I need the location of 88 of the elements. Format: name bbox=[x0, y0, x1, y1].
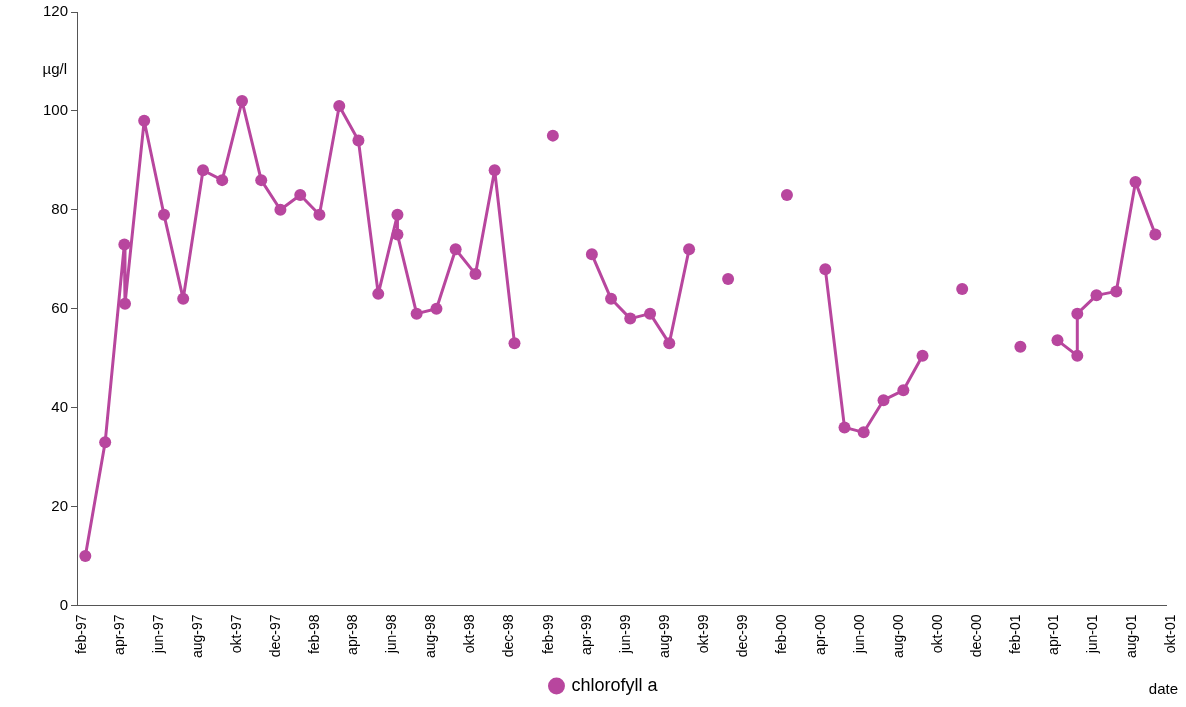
x-tick-label: apr-97 bbox=[110, 614, 127, 655]
x-tick-label: apr-01 bbox=[1045, 614, 1062, 655]
x-tick-label: apr-99 bbox=[577, 614, 594, 655]
point bbox=[1014, 340, 1027, 353]
point bbox=[1051, 334, 1064, 347]
x-tick-label: jun-01 bbox=[1084, 614, 1101, 655]
point bbox=[197, 164, 210, 177]
point bbox=[1071, 349, 1084, 362]
point bbox=[1110, 285, 1123, 298]
point bbox=[138, 114, 151, 127]
point bbox=[663, 337, 676, 350]
point bbox=[916, 349, 929, 362]
y-tick-label: 80 bbox=[51, 199, 69, 217]
point bbox=[118, 297, 131, 310]
y-tick-label: 20 bbox=[51, 496, 69, 514]
point bbox=[1129, 176, 1142, 189]
point bbox=[605, 292, 618, 305]
point bbox=[372, 287, 385, 300]
point bbox=[449, 243, 462, 256]
point bbox=[216, 174, 229, 187]
x-tick-label: aug-00 bbox=[889, 614, 906, 658]
point bbox=[722, 273, 735, 286]
x-tick-label: jun-97 bbox=[149, 614, 166, 655]
point bbox=[274, 203, 287, 216]
point bbox=[177, 292, 190, 305]
x-tick-label: feb-97 bbox=[72, 614, 89, 655]
point bbox=[877, 394, 890, 407]
x-tick-label: dec-00 bbox=[967, 614, 984, 658]
point bbox=[780, 188, 793, 201]
x-axis-title: date bbox=[1148, 679, 1178, 697]
x-tick-label: feb-99 bbox=[539, 614, 556, 655]
point bbox=[546, 129, 559, 142]
point bbox=[488, 164, 501, 177]
point bbox=[624, 312, 637, 325]
point bbox=[391, 228, 404, 241]
point bbox=[897, 384, 910, 397]
point bbox=[683, 243, 696, 256]
point bbox=[352, 134, 365, 147]
x-tick-label: okt-00 bbox=[928, 614, 945, 654]
x-tick-label: aug-98 bbox=[422, 614, 439, 658]
x-tick-label: apr-00 bbox=[811, 614, 828, 655]
x-tick-label: okt-98 bbox=[461, 614, 478, 654]
x-tick-label: aug-01 bbox=[1123, 614, 1140, 658]
point bbox=[1071, 307, 1084, 320]
point bbox=[99, 436, 112, 449]
x-tick-label: okt-97 bbox=[227, 614, 244, 654]
point bbox=[644, 307, 657, 320]
point bbox=[79, 549, 92, 562]
x-tick-label: dec-98 bbox=[500, 614, 517, 658]
point bbox=[294, 188, 307, 201]
point bbox=[585, 248, 598, 261]
y-tick-label: 0 bbox=[59, 595, 69, 613]
y-axis-title: µg/l bbox=[42, 60, 68, 78]
point bbox=[430, 302, 443, 315]
point bbox=[158, 208, 171, 221]
x-tick-label: aug-99 bbox=[655, 614, 672, 658]
x-tick-label: aug-97 bbox=[188, 614, 205, 658]
x-tick-label: dec-99 bbox=[733, 614, 750, 658]
point bbox=[956, 282, 969, 295]
point bbox=[333, 99, 346, 112]
point bbox=[838, 421, 851, 434]
x-tick-label: feb-00 bbox=[773, 614, 790, 655]
point bbox=[236, 95, 249, 108]
y-tick-label: 100 bbox=[43, 101, 69, 119]
point bbox=[410, 307, 423, 320]
point bbox=[1090, 289, 1103, 302]
y-tick-label: 120 bbox=[43, 2, 69, 20]
legend-label: chlorofyll a bbox=[571, 674, 659, 695]
point bbox=[391, 208, 404, 221]
x-tick-label: okt-01 bbox=[1162, 614, 1179, 654]
y-tick-label: 40 bbox=[51, 397, 69, 415]
x-tick-label: jun-98 bbox=[383, 614, 400, 655]
point bbox=[469, 268, 482, 281]
point bbox=[255, 174, 268, 187]
point bbox=[313, 208, 326, 221]
x-tick-label: okt-99 bbox=[694, 614, 711, 654]
point bbox=[857, 426, 870, 439]
point bbox=[118, 238, 131, 251]
point bbox=[508, 337, 521, 350]
x-tick-label: jun-00 bbox=[850, 614, 867, 655]
point bbox=[1149, 228, 1162, 241]
x-tick-label: feb-01 bbox=[1007, 614, 1024, 655]
x-tick-label: jun-99 bbox=[616, 614, 633, 655]
y-tick-label: 60 bbox=[51, 298, 69, 316]
x-tick-label: dec-97 bbox=[266, 614, 283, 658]
point bbox=[819, 263, 832, 276]
x-tick-label: apr-98 bbox=[344, 614, 361, 655]
x-tick-label: feb-98 bbox=[306, 614, 323, 655]
